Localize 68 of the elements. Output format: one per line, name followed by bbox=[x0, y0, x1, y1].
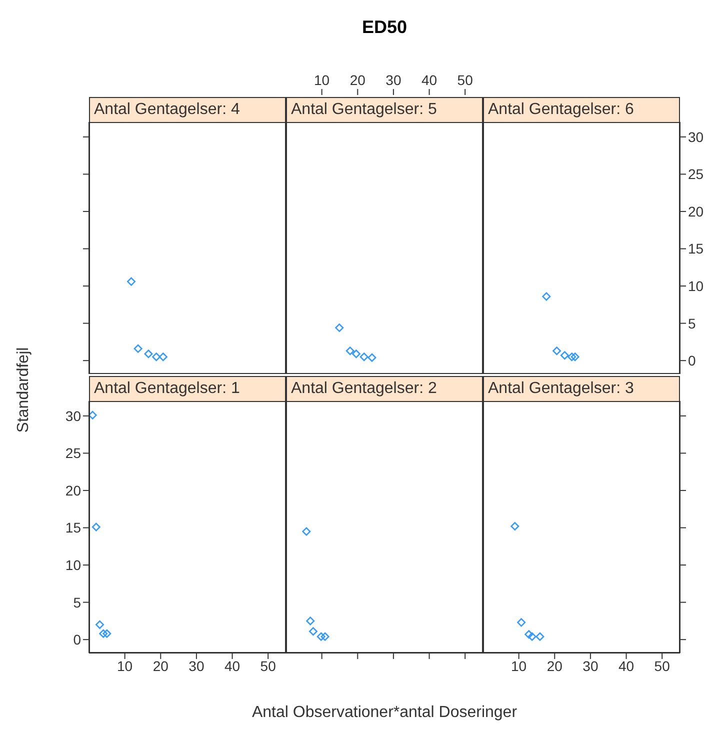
point bbox=[102, 629, 112, 638]
chart-title: Antal Gentagelser: 6 bbox=[483, 97, 680, 123]
point bbox=[152, 352, 161, 362]
x-axis-title: Antal Observationer*antal Doseringer bbox=[250, 704, 518, 722]
point bbox=[542, 292, 551, 301]
x-tick-label: 10 bbox=[314, 72, 330, 88]
point bbox=[570, 352, 580, 362]
y-tick-label: 10 bbox=[688, 278, 704, 294]
y-tick-label: 30 bbox=[65, 408, 82, 424]
y-tick-label: 25 bbox=[65, 445, 82, 462]
point bbox=[352, 350, 360, 358]
point bbox=[360, 352, 368, 362]
point bbox=[536, 632, 544, 641]
point bbox=[568, 352, 576, 362]
y-tick-label: 15 bbox=[65, 520, 82, 536]
point bbox=[316, 632, 326, 641]
x-tick-label: 40 bbox=[224, 658, 240, 674]
x-tick-label: 30 bbox=[386, 72, 402, 88]
y-tick-label: 5 bbox=[688, 315, 696, 332]
x-tick-label: 50 bbox=[654, 658, 670, 674]
x-tick-label: 30 bbox=[582, 658, 598, 674]
point bbox=[134, 344, 142, 353]
point bbox=[92, 522, 100, 532]
point bbox=[158, 352, 168, 362]
x-tick-label: 30 bbox=[188, 658, 204, 674]
y-tick-label: 15 bbox=[688, 240, 704, 257]
x-tick-label: 20 bbox=[152, 658, 169, 674]
point bbox=[95, 620, 104, 629]
chart-title: Antal Gentagelser: 4 bbox=[89, 97, 286, 123]
text: ED50 bbox=[360, 17, 408, 38]
x-tick-label: 40 bbox=[618, 658, 634, 674]
y-tick-label: 0 bbox=[73, 632, 82, 648]
point bbox=[368, 353, 376, 362]
point bbox=[560, 351, 569, 360]
point bbox=[517, 618, 526, 627]
y-tick-label: 25 bbox=[688, 166, 704, 182]
x-tick-label: 10 bbox=[511, 658, 527, 674]
chart-title: Antal Gentagelser: 1 bbox=[89, 376, 286, 402]
chart-title: Antal Gentagelser: 3 bbox=[483, 376, 680, 402]
y-axis-title: Standardfejl bbox=[15, 346, 33, 435]
x-tick-label: 40 bbox=[421, 72, 438, 88]
x-tick-label: 50 bbox=[457, 72, 474, 88]
point bbox=[524, 630, 534, 639]
y-tick-label: 20 bbox=[65, 482, 82, 498]
x-tick-label: 50 bbox=[260, 658, 276, 674]
point bbox=[144, 350, 153, 358]
point bbox=[346, 346, 354, 356]
point bbox=[528, 632, 536, 641]
point bbox=[552, 346, 562, 356]
point bbox=[335, 324, 344, 332]
x-tick-label: 20 bbox=[546, 658, 563, 674]
point bbox=[302, 527, 311, 536]
point bbox=[99, 629, 108, 638]
point bbox=[306, 616, 315, 626]
point bbox=[89, 410, 97, 420]
y-tick-label: 10 bbox=[65, 556, 82, 573]
point bbox=[320, 632, 330, 641]
y-tick-label: 0 bbox=[688, 352, 696, 369]
chart-title: Antal Gentagelser: 2 bbox=[286, 376, 483, 402]
point bbox=[308, 627, 318, 636]
point bbox=[127, 277, 136, 286]
chart-title: Antal Gentagelser: 5 bbox=[286, 97, 483, 123]
x-tick-label: 10 bbox=[117, 658, 133, 674]
x-tick-label: 20 bbox=[350, 72, 366, 88]
y-tick-label: 5 bbox=[73, 594, 82, 610]
point bbox=[510, 522, 520, 531]
y-tick-label: 20 bbox=[688, 203, 704, 220]
y-tick-label: 30 bbox=[688, 128, 704, 145]
